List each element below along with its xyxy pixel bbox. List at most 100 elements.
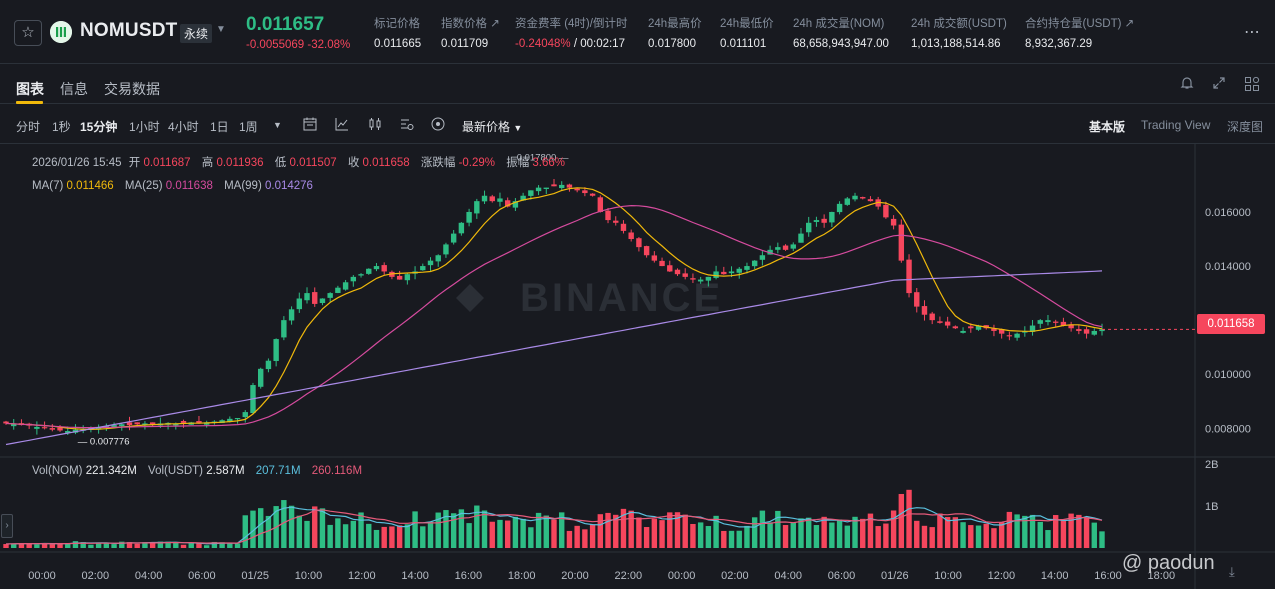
target-icon[interactable] <box>430 116 446 132</box>
timeframe-1w[interactable]: 1周 <box>239 120 258 134</box>
stat-label: 24h最低价 <box>720 18 774 30</box>
ma25-value: 0.011638 <box>165 180 213 192</box>
stat-value: -0.24048% / 00:02:17 <box>515 38 627 50</box>
x-tick-label: 06:00 <box>188 570 216 582</box>
volume-bar <box>296 515 302 548</box>
chevron-right-icon[interactable]: › <box>1 514 13 538</box>
volume-bar <box>11 543 17 548</box>
view-tradingview[interactable]: Trading View <box>1141 118 1211 132</box>
timeframe-1d[interactable]: 1日 <box>210 120 229 134</box>
candle-body <box>196 421 202 423</box>
candle-body <box>929 313 935 321</box>
volume-bar <box>327 524 333 548</box>
favorite-star-icon[interactable]: ☆ <box>14 20 42 46</box>
candle-body <box>867 199 874 202</box>
timeframe-4h[interactable]: 4小时 <box>168 120 199 134</box>
volume-bar <box>906 489 912 548</box>
symbol-name[interactable]: NOMUSDT <box>80 20 178 41</box>
timeframe-1s[interactable]: 1秒 <box>52 120 71 134</box>
last-price: 0.011657 <box>246 14 325 35</box>
volume-bar <box>798 518 804 548</box>
candle-body <box>667 265 673 272</box>
bell-icon[interactable] <box>1180 76 1194 93</box>
tab-info[interactable]: 信息 <box>60 81 88 97</box>
volume-bar <box>914 520 920 548</box>
volume-bar <box>566 530 573 548</box>
timeframe-dropdown-icon[interactable]: ▼ <box>273 120 282 130</box>
x-tick-label: 04:00 <box>135 570 163 582</box>
volume-bar <box>427 521 434 548</box>
volume-bar <box>674 512 681 548</box>
chevron-down-icon[interactable]: ▼ <box>216 24 226 35</box>
volume-bar <box>435 512 441 548</box>
candle-body <box>420 266 426 271</box>
volume-bar <box>983 523 989 548</box>
candle-body <box>203 422 210 425</box>
timeframe-15m[interactable]: 15分钟 <box>80 120 118 134</box>
timeframe-1h[interactable]: 1小时 <box>129 120 160 134</box>
candle-body <box>559 184 565 189</box>
candle-body <box>728 271 735 274</box>
indicator-settings-icon[interactable] <box>399 116 415 132</box>
candle-body <box>968 326 974 329</box>
candle-body <box>998 329 1005 334</box>
candle-body <box>435 255 441 262</box>
chart-area[interactable]: BINANCE0.0160000.0140000.0120000.0100000… <box>0 144 1275 589</box>
candle-body <box>288 309 295 321</box>
ellipsis-icon[interactable]: ⋯ <box>1244 24 1261 41</box>
volume-bar <box>697 522 704 548</box>
expand-icon[interactable] <box>1212 76 1226 93</box>
view-depth[interactable]: 深度图 <box>1227 120 1264 134</box>
volume-bar <box>860 518 866 548</box>
volume-bar <box>836 519 843 548</box>
candle-body <box>49 428 56 430</box>
volume-bar <box>111 544 117 548</box>
candle-body <box>798 233 804 243</box>
volume-bar <box>250 510 256 548</box>
y-tick-label: 0.016000 <box>1205 207 1251 219</box>
countdown-value: / 00:02:17 <box>570 38 625 50</box>
candle-body <box>597 197 604 212</box>
volume-bar <box>149 542 156 548</box>
x-tick-label: 18:00 <box>508 570 536 582</box>
volume-bar <box>952 517 959 548</box>
candle-body <box>474 201 480 214</box>
volume-bar <box>790 522 796 548</box>
close-label: 收 <box>347 157 360 169</box>
volume-bar <box>875 526 881 548</box>
stat-label: 指数价格 ↗ <box>441 18 500 30</box>
volume-bar <box>628 510 634 548</box>
contract-type-badge: 永续 <box>180 24 213 43</box>
volume-bar <box>806 517 812 548</box>
tab-chart[interactable]: 图表 <box>16 81 44 97</box>
volume-bar <box>574 525 580 548</box>
candle-body <box>458 222 465 234</box>
timeframe-time[interactable]: 分时 <box>16 120 41 134</box>
volume-bar <box>335 518 341 548</box>
candle-body <box>659 260 665 267</box>
price-type-select[interactable]: 最新价格 ▼ <box>462 118 522 135</box>
view-basic[interactable]: 基本版 <box>1089 120 1126 134</box>
line-chart-icon[interactable] <box>334 116 350 132</box>
download-icon[interactable]: ⤓ <box>1229 564 1235 579</box>
stat-index-price[interactable]: 指数价格 ↗ 0.011709 <box>441 15 500 50</box>
volume-bar <box>1068 513 1074 548</box>
candle-body <box>829 211 835 223</box>
stat-open-interest[interactable]: 合约持仓量(USDT) ↗ 8,932,367.29 <box>1025 15 1134 50</box>
volume-bar <box>26 543 32 548</box>
volume-bar <box>782 525 789 548</box>
stat-label: 资金费率 (4时)/倒计时 <box>515 18 628 30</box>
tab-trading-data[interactable]: 交易数据 <box>104 81 160 97</box>
vol-tick-label: 1B <box>1205 501 1218 513</box>
ma-info: MA(7) 0.011466 MA(25) 0.011638 MA(99) 0.… <box>32 180 321 192</box>
x-tick-label: 10:00 <box>295 570 323 582</box>
candlestick-icon[interactable] <box>367 116 383 132</box>
kline-chart[interactable]: BINANCE0.0160000.0140000.0120000.0100000… <box>0 144 1275 589</box>
volume-bar <box>265 515 272 548</box>
candle-body <box>921 306 928 315</box>
calendar-icon[interactable] <box>302 116 318 132</box>
volume-bar <box>898 493 905 548</box>
volume-bar <box>481 510 488 548</box>
grid-layout-icon[interactable] <box>1244 76 1260 95</box>
vol-ma2-value: 260.116M <box>311 465 363 477</box>
